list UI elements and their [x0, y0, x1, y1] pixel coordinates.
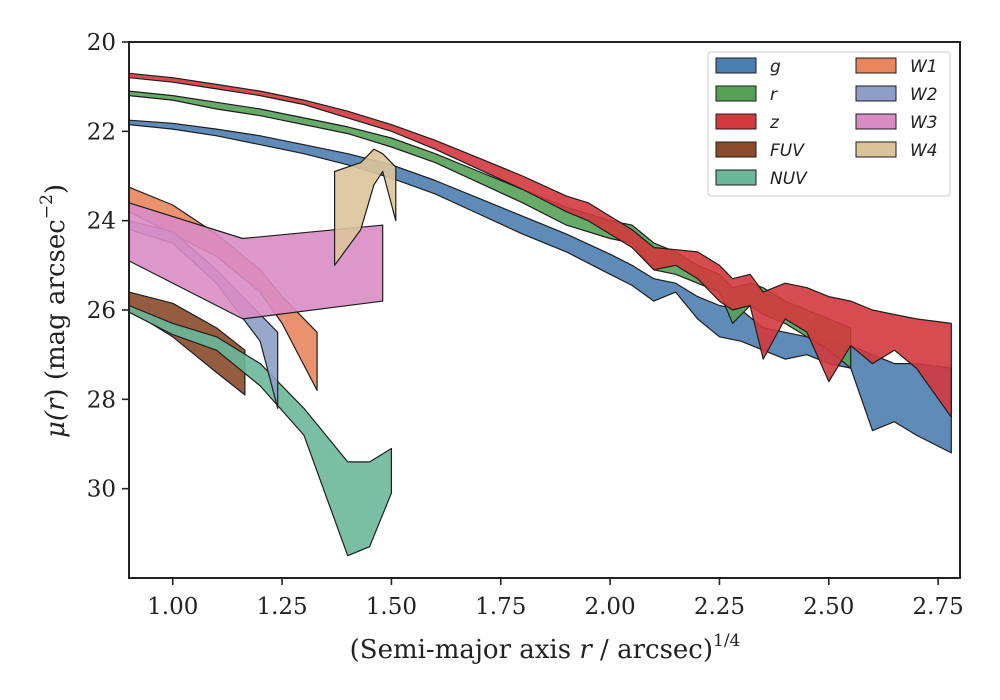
x-tick-label: 2.50 — [803, 594, 854, 620]
legend-swatch-g — [715, 57, 757, 74]
x-axis-label-main: (Semi-major axis — [350, 635, 580, 665]
band-w4 — [334, 148, 397, 266]
legend-label-w3: W3 — [910, 113, 938, 133]
y-tick-label: 24 — [87, 209, 116, 235]
y-axis-label-main: μ( — [41, 410, 71, 438]
legend-label-r: r — [770, 85, 778, 105]
legend-label-w1: W1 — [910, 57, 938, 77]
x-tick-label: 2.75 — [913, 594, 964, 620]
y-axis-label-close: ) — [41, 184, 71, 194]
band-r — [128, 90, 852, 369]
legend-label-w4: W4 — [910, 141, 938, 161]
legend-label-fuv: FUV — [770, 141, 805, 161]
x-axis-label: (Semi-major axis r / arcsec)1/4 — [350, 631, 741, 665]
legend-swatch-w4 — [855, 141, 897, 158]
y-tick-label: 26 — [87, 298, 116, 324]
y-axis: 20 22 24 26 28 30 — [87, 30, 129, 503]
y-tick-label: 30 — [87, 477, 116, 503]
x-tick-label: 1.50 — [366, 594, 417, 620]
x-tick-label: 1.00 — [147, 594, 198, 620]
x-tick-label: 1.75 — [475, 594, 526, 620]
legend-swatch-fuv — [715, 141, 757, 158]
legend-label-g: g — [770, 57, 781, 77]
legend-swatch-z — [715, 113, 757, 130]
x-axis: 1.00 1.25 1.50 1.75 2.00 2.25 2.50 2.75 — [147, 578, 964, 620]
legend-swatch-r — [715, 85, 757, 102]
legend: grz FUV NUV W1 W2 W3 W4 — [707, 51, 951, 197]
y-tick-label: 20 — [87, 30, 116, 56]
series-bands — [128, 72, 952, 557]
y-tick-label: 22 — [87, 119, 116, 145]
x-axis-label-sup: 1/4 — [713, 631, 740, 651]
legend-swatch-w3 — [855, 113, 897, 130]
legend-label-nuv: NUV — [770, 169, 808, 189]
legend-label-w2: W2 — [910, 85, 938, 105]
legend-swatch-nuv — [715, 169, 757, 186]
x-tick-label: 2.00 — [584, 594, 635, 620]
legend-swatch-w1 — [855, 57, 897, 74]
y-axis-label-sup: −2 — [37, 194, 57, 219]
band-g — [128, 119, 952, 454]
x-tick-label: 2.25 — [694, 594, 745, 620]
legend-swatch-w2 — [855, 85, 897, 102]
band-nuv — [128, 304, 392, 557]
x-axis-label-var: r — [579, 635, 593, 665]
y-axis-label-var: r — [41, 397, 71, 411]
y-axis-label-tail: ) (mag arcsec — [41, 219, 71, 398]
x-tick-label: 1.25 — [256, 594, 307, 620]
y-axis-label: μ(r) (mag arcsec−2) — [37, 184, 71, 438]
y-tick-label: 28 — [87, 387, 116, 413]
band-z — [128, 72, 952, 418]
x-axis-label-tail: / arcsec) — [592, 635, 713, 665]
legend-label-z: z — [769, 113, 780, 133]
